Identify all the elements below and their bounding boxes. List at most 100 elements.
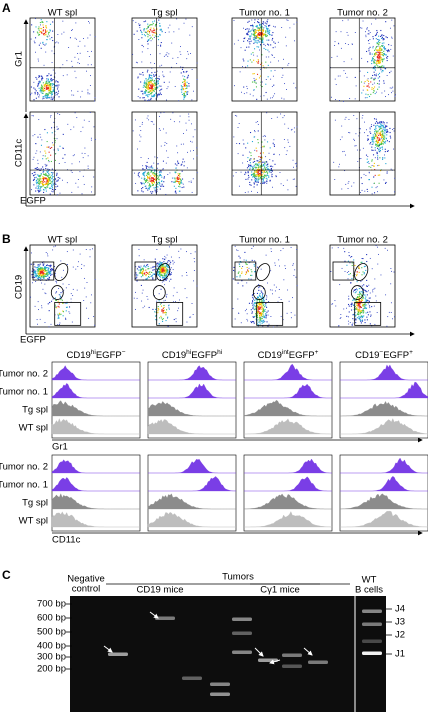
dot bbox=[150, 85, 152, 87]
dot bbox=[248, 267, 250, 269]
dot bbox=[42, 171, 44, 173]
dot bbox=[378, 61, 380, 63]
dot bbox=[378, 42, 380, 44]
dot bbox=[175, 177, 177, 179]
dot bbox=[339, 139, 341, 141]
dot bbox=[41, 85, 43, 87]
dot bbox=[159, 271, 161, 273]
dot bbox=[37, 266, 39, 268]
dot bbox=[377, 157, 379, 159]
dot bbox=[165, 266, 167, 268]
dot bbox=[248, 28, 250, 30]
dot bbox=[46, 271, 48, 273]
dot bbox=[251, 321, 253, 324]
dot bbox=[48, 265, 50, 267]
dot bbox=[382, 130, 384, 132]
dot bbox=[46, 179, 48, 181]
dot bbox=[366, 97, 368, 99]
dot bbox=[386, 75, 388, 76]
dot bbox=[290, 317, 292, 319]
dot bbox=[372, 141, 374, 143]
dot bbox=[258, 173, 260, 175]
dot bbox=[141, 177, 143, 179]
gel-band bbox=[362, 622, 382, 626]
dot bbox=[64, 302, 66, 304]
dot bbox=[391, 92, 392, 94]
dot bbox=[154, 178, 156, 180]
dot bbox=[47, 175, 49, 178]
dot bbox=[45, 293, 47, 295]
dot bbox=[365, 269, 367, 271]
dot bbox=[44, 84, 46, 86]
dot bbox=[44, 155, 46, 157]
histogram bbox=[51, 511, 140, 528]
dot bbox=[146, 264, 148, 266]
histogram bbox=[147, 401, 236, 417]
dot bbox=[168, 266, 170, 268]
dot bbox=[41, 87, 43, 89]
dot bbox=[176, 180, 178, 182]
dot bbox=[140, 267, 142, 269]
dot bbox=[373, 124, 375, 126]
dot bbox=[182, 66, 184, 68]
dot bbox=[356, 281, 358, 283]
dot bbox=[250, 174, 253, 176]
dot bbox=[51, 269, 53, 271]
dot bbox=[376, 135, 378, 137]
dot bbox=[162, 266, 164, 268]
dot bbox=[190, 253, 192, 255]
dot bbox=[256, 35, 259, 37]
dot bbox=[258, 163, 260, 165]
dot bbox=[266, 306, 268, 308]
dot bbox=[367, 161, 369, 163]
dot bbox=[48, 35, 50, 37]
dot bbox=[37, 189, 39, 191]
dot bbox=[369, 53, 371, 55]
dot bbox=[57, 316, 60, 318]
dot bbox=[267, 282, 268, 284]
dot bbox=[155, 74, 157, 76]
dot bbox=[390, 283, 392, 285]
dot bbox=[380, 274, 382, 276]
dot bbox=[238, 312, 239, 314]
dot bbox=[261, 39, 263, 41]
dot bbox=[268, 56, 270, 58]
gel-band bbox=[308, 660, 328, 664]
dot bbox=[382, 124, 384, 127]
dot bbox=[356, 307, 358, 309]
dot bbox=[261, 29, 263, 31]
dot bbox=[156, 86, 158, 88]
dot bbox=[42, 274, 44, 276]
dot bbox=[253, 182, 255, 184]
dot bbox=[152, 84, 154, 86]
dot bbox=[261, 311, 263, 313]
dot bbox=[253, 79, 255, 81]
group-label: CD19 mice bbox=[137, 585, 184, 596]
dot bbox=[54, 188, 57, 191]
dot bbox=[380, 49, 382, 52]
dot bbox=[365, 312, 367, 314]
dot bbox=[385, 96, 386, 98]
dot bbox=[246, 167, 249, 169]
dot bbox=[259, 318, 261, 320]
dot bbox=[381, 69, 384, 72]
dot bbox=[194, 251, 196, 253]
dot bbox=[357, 309, 359, 311]
dot bbox=[363, 272, 365, 274]
dot bbox=[255, 164, 257, 166]
dot bbox=[367, 135, 369, 137]
histogram bbox=[243, 400, 332, 417]
dot bbox=[176, 18, 178, 20]
dot bbox=[345, 154, 346, 156]
dot bbox=[50, 300, 53, 302]
dot bbox=[376, 132, 378, 134]
dot bbox=[382, 140, 384, 142]
dot bbox=[47, 88, 49, 90]
dot bbox=[355, 318, 357, 320]
dot bbox=[149, 34, 151, 36]
dot bbox=[46, 164, 48, 166]
dot bbox=[236, 276, 238, 278]
dot bbox=[158, 264, 160, 266]
dot bbox=[376, 122, 378, 124]
dot bbox=[262, 310, 264, 312]
